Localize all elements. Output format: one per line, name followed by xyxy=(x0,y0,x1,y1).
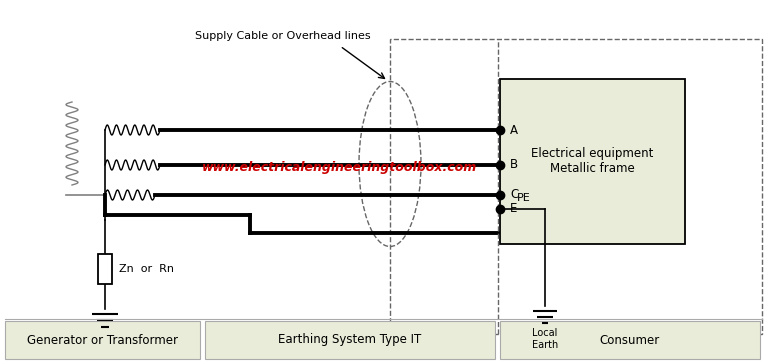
Text: B: B xyxy=(510,158,518,171)
Text: Zn  or  Rn: Zn or Rn xyxy=(119,264,174,274)
Bar xyxy=(98,254,112,284)
Text: Consumer: Consumer xyxy=(600,333,660,347)
Text: Local
Earth: Local Earth xyxy=(532,328,558,349)
Bar xyxy=(500,79,685,244)
Text: Generator or Transformer: Generator or Transformer xyxy=(27,333,178,347)
Text: Electrical equipment
Metallic frame: Electrical equipment Metallic frame xyxy=(531,147,654,175)
Text: PE: PE xyxy=(517,193,531,203)
Text: www.electricalengineeringtoolbox.com: www.electricalengineeringtoolbox.com xyxy=(202,161,478,174)
Text: Earthing System Type IT: Earthing System Type IT xyxy=(278,333,421,347)
Bar xyxy=(500,321,760,359)
Bar xyxy=(5,321,200,359)
Bar xyxy=(205,321,495,359)
Text: E: E xyxy=(510,202,518,215)
Text: A: A xyxy=(510,123,518,136)
Bar xyxy=(390,39,762,334)
Text: Supply Cable or Overhead lines: Supply Cable or Overhead lines xyxy=(195,31,371,41)
Text: C: C xyxy=(510,189,518,202)
